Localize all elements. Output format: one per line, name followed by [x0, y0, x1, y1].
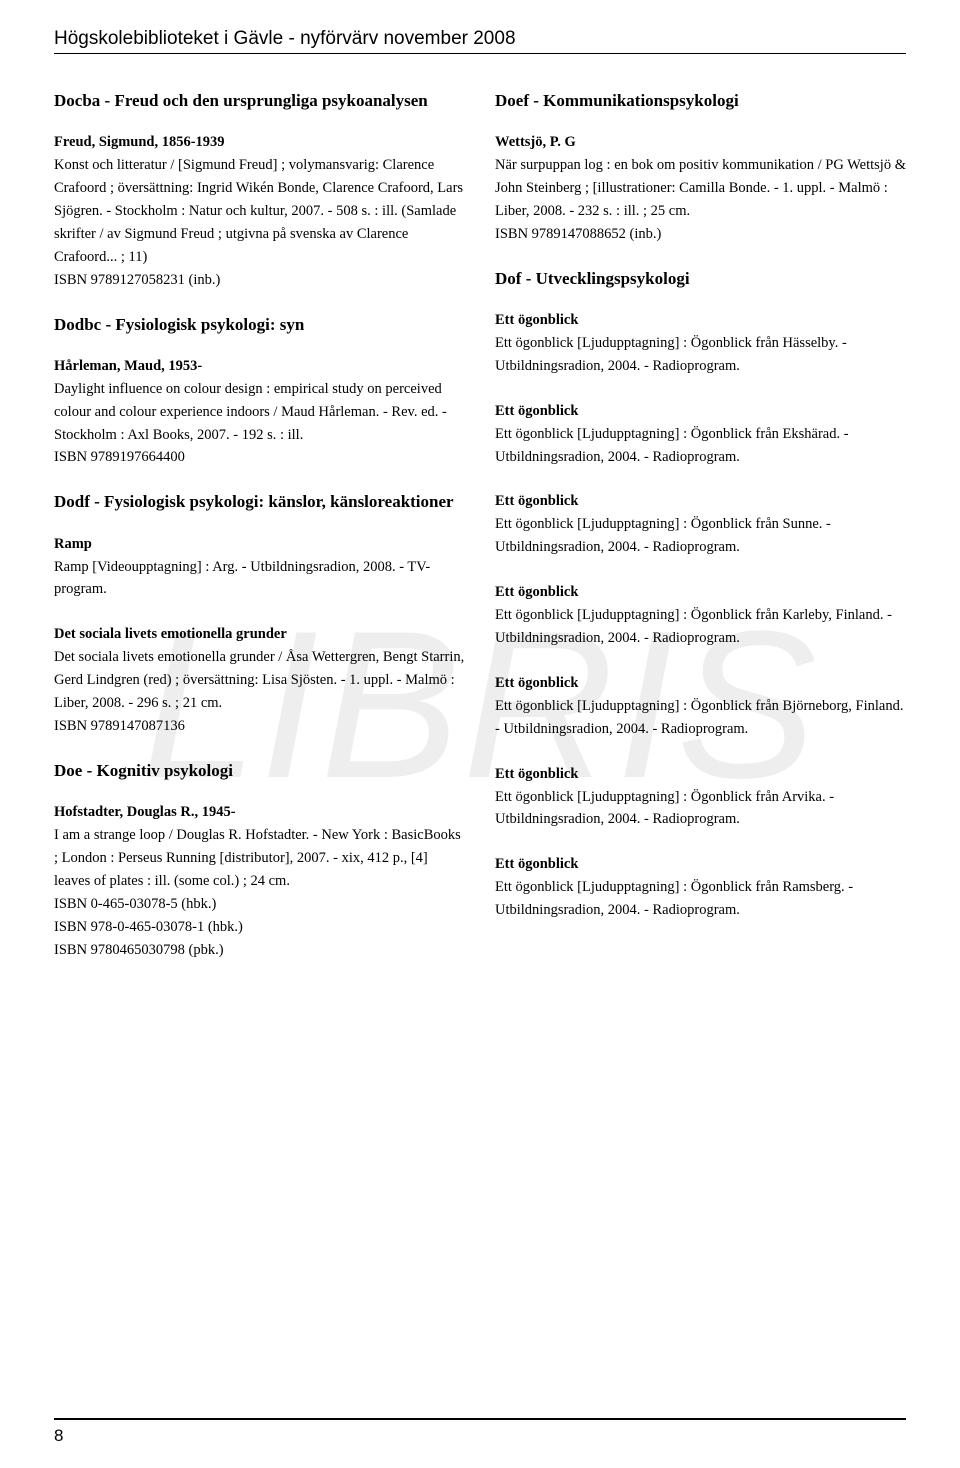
entry-author: Wettsjö, P. G — [495, 131, 906, 154]
entry-body: Daylight influence on colour design : em… — [54, 381, 447, 443]
entry: Hofstadter, Douglas R., 1945- I am a str… — [54, 801, 465, 961]
entry-author: Ett ögonblick — [495, 581, 906, 604]
entry-author: Hårleman, Maud, 1953- — [54, 355, 465, 378]
entry: Ett ögonblick Ett ögonblick [Ljudupptagn… — [495, 763, 906, 832]
entry-author: Ett ögonblick — [495, 853, 906, 876]
entry-body: Ett ögonblick [Ljudupptagning] : Ögonbli… — [495, 879, 853, 918]
entry-isbn: ISBN 9789147087136 — [54, 718, 185, 734]
section-heading-docba: Docba - Freud och den ursprungliga psyko… — [54, 90, 465, 111]
section-heading-dodbc: Dodbc - Fysiologisk psykologi: syn — [54, 314, 465, 335]
section-heading-doe: Doe - Kognitiv psykologi — [54, 760, 465, 781]
section-heading-dof: Dof - Utvecklingspsykologi — [495, 268, 906, 289]
entry-body: I am a strange loop / Douglas R. Hofstad… — [54, 827, 461, 889]
entry-author: Freud, Sigmund, 1856-1939 — [54, 131, 465, 154]
entry-author: Hofstadter, Douglas R., 1945- — [54, 801, 465, 824]
content-columns: Docba - Freud och den ursprungliga psyko… — [54, 90, 906, 983]
entry-body: Ett ögonblick [Ljudupptagning] : Ögonbli… — [495, 607, 892, 646]
entry-author: Ett ögonblick — [495, 400, 906, 423]
page-number: 8 — [54, 1426, 63, 1445]
entry: Ett ögonblick Ett ögonblick [Ljudupptagn… — [495, 400, 906, 469]
entry: Ett ögonblick Ett ögonblick [Ljudupptagn… — [495, 309, 906, 378]
right-column: Doef - Kommunikationspsykologi Wettsjö, … — [495, 90, 906, 983]
entry-author: Ett ögonblick — [495, 763, 906, 786]
entry-author: Ramp — [54, 533, 465, 556]
entry: Freud, Sigmund, 1856-1939 Konst och litt… — [54, 131, 465, 291]
entry: Ett ögonblick Ett ögonblick [Ljudupptagn… — [495, 490, 906, 559]
entry-isbn: ISBN 9789197664400 — [54, 449, 185, 465]
entry: Det sociala livets emotionella grunder D… — [54, 623, 465, 738]
entry-body: Ett ögonblick [Ljudupptagning] : Ögonbli… — [495, 789, 834, 828]
page-footer: 8 — [54, 1418, 906, 1446]
entry-body: Det sociala livets emotionella grunder /… — [54, 649, 464, 711]
entry-body: Ett ögonblick [Ljudupptagning] : Ögonbli… — [495, 426, 849, 465]
entry-isbn: ISBN 9789127058231 (inb.) — [54, 272, 220, 288]
entry-body: Ett ögonblick [Ljudupptagning] : Ögonbli… — [495, 698, 904, 737]
header-title: Högskolebiblioteket i Gävle - nyförvärv … — [54, 28, 516, 49]
entry: Ramp Ramp [Videoupptagning] : Arg. - Utb… — [54, 533, 465, 602]
entry-author: Ett ögonblick — [495, 490, 906, 513]
section-heading-dodf: Dodf - Fysiologisk psykologi: känslor, k… — [54, 491, 465, 512]
entry: Ett ögonblick Ett ögonblick [Ljudupptagn… — [495, 853, 906, 922]
entry-body: Ramp [Videoupptagning] : Arg. - Utbildni… — [54, 559, 430, 598]
left-column: Docba - Freud och den ursprungliga psyko… — [54, 90, 465, 983]
entry-body: Ett ögonblick [Ljudupptagning] : Ögonbli… — [495, 516, 831, 555]
entry-body: Ett ögonblick [Ljudupptagning] : Ögonbli… — [495, 335, 847, 374]
entry-isbn: ISBN 0-465-03078-5 (hbk.) — [54, 896, 216, 912]
entry: Ett ögonblick Ett ögonblick [Ljudupptagn… — [495, 672, 906, 741]
entry-author: Det sociala livets emotionella grunder — [54, 623, 465, 646]
entry-author: Ett ögonblick — [495, 672, 906, 695]
entry-author: Ett ögonblick — [495, 309, 906, 332]
entry: Wettsjö, P. G När surpuppan log : en bok… — [495, 131, 906, 246]
page-header: Högskolebiblioteket i Gävle - nyförvärv … — [54, 28, 906, 54]
entry-isbn: ISBN 978-0-465-03078-1 (hbk.) — [54, 919, 243, 935]
entry-isbn: ISBN 9780465030798 (pbk.) — [54, 942, 224, 958]
entry: Hårleman, Maud, 1953- Daylight influence… — [54, 355, 465, 470]
section-heading-doef: Doef - Kommunikationspsykologi — [495, 90, 906, 111]
entry-body: Konst och litteratur / [Sigmund Freud] ;… — [54, 157, 463, 265]
entry-body: När surpuppan log : en bok om positiv ko… — [495, 157, 906, 219]
entry: Ett ögonblick Ett ögonblick [Ljudupptagn… — [495, 581, 906, 650]
entry-isbn: ISBN 9789147088652 (inb.) — [495, 226, 661, 242]
